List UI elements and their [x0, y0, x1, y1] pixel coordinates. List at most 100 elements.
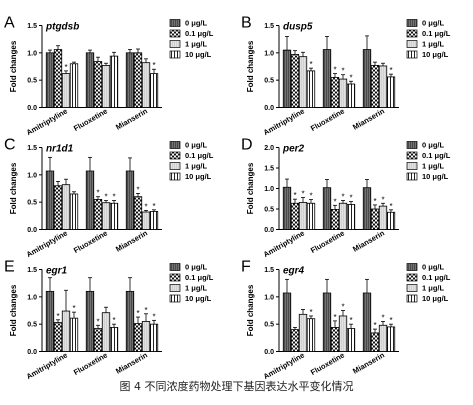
significance-mark: * — [349, 316, 352, 325]
legend-swatch — [406, 294, 418, 303]
bar — [338, 78, 348, 108]
bar — [330, 327, 340, 352]
x-tick-label: Fluoxetine — [72, 228, 109, 255]
bar — [378, 324, 388, 352]
legend-swatch — [169, 172, 181, 181]
bar — [45, 52, 55, 108]
bar — [93, 61, 103, 108]
significance-mark: * — [309, 308, 312, 317]
bar — [322, 49, 332, 108]
significance-mark: * — [309, 192, 312, 201]
legend-swatch — [169, 294, 181, 303]
bar — [362, 187, 372, 230]
bar — [386, 76, 396, 108]
bar — [141, 321, 151, 352]
bar — [306, 70, 316, 108]
bar — [362, 49, 372, 108]
significance-mark: * — [349, 73, 352, 82]
y-tick-label: 1.0 — [27, 50, 37, 57]
bar — [298, 202, 308, 230]
bar — [93, 328, 103, 352]
legend-label: 0.1 μg/L — [422, 273, 451, 282]
x-tick-label: Fluoxetine — [72, 106, 109, 133]
bar — [378, 65, 388, 108]
significance-mark: * — [144, 202, 147, 211]
significance-mark: * — [389, 66, 392, 75]
y-tick-label: 0.5 — [264, 207, 274, 214]
bar — [125, 290, 135, 352]
significance-mark: * — [333, 66, 336, 75]
legend-swatch — [169, 19, 181, 27]
panel-letter: A — [4, 15, 15, 32]
legend-label: 1 μg/L — [422, 40, 445, 49]
bar — [290, 54, 300, 108]
bar — [45, 170, 55, 230]
y-tick-label: 0.0 — [27, 349, 37, 356]
x-tick-label: Fluoxetine — [72, 350, 109, 377]
x-tick-label: Mianserin — [351, 350, 386, 376]
bar — [338, 315, 348, 352]
significance-mark: * — [349, 194, 352, 203]
y-tick-label: 1.5 — [264, 267, 274, 274]
gene-title: egr4 — [283, 266, 305, 277]
bar — [109, 55, 119, 108]
bar — [61, 310, 71, 352]
y-axis-label: Fold changes — [9, 162, 18, 214]
bar — [290, 202, 300, 230]
significance-mark: * — [333, 313, 336, 322]
bar — [85, 52, 95, 108]
legend-label: 0 μg/L — [422, 19, 445, 28]
legend-swatch — [406, 40, 418, 48]
bar — [346, 204, 356, 230]
x-tick-label: Fluoxetine — [309, 350, 346, 377]
panel-letter: B — [241, 15, 252, 32]
significance-mark: * — [112, 316, 115, 325]
y-tick-label: 0.5 — [264, 322, 274, 329]
gene-title: egr1 — [46, 266, 68, 277]
significance-mark: * — [136, 309, 139, 318]
bar — [338, 202, 348, 230]
x-tick-label: Mianserin — [114, 228, 149, 254]
bar — [306, 318, 316, 352]
gene-title: nr1d1 — [46, 144, 74, 155]
gene-title: per2 — [282, 144, 305, 155]
legend-swatch — [406, 263, 418, 271]
y-tick-label: 1.5 — [264, 166, 274, 173]
bar — [282, 292, 292, 352]
bar — [378, 205, 388, 230]
y-tick-label: 1.0 — [264, 50, 274, 57]
panel-letter: E — [4, 259, 15, 276]
bar — [149, 73, 159, 108]
bar — [109, 327, 119, 352]
bar — [298, 56, 308, 108]
significance-mark: * — [389, 202, 392, 211]
bar — [362, 292, 372, 352]
y-tick-label: 1.5 — [27, 145, 37, 152]
legend-label: 1 μg/L — [422, 284, 445, 293]
figure-caption: 图 4 不同浓度药物处理下基因表达水平变化情况 — [119, 380, 354, 393]
bar — [346, 83, 356, 108]
legend-swatch — [406, 29, 418, 38]
y-tick-label: 0.0 — [264, 105, 274, 112]
significance-mark: * — [96, 189, 99, 198]
y-tick-label: 0.5 — [27, 322, 37, 329]
significance-mark: * — [293, 191, 296, 200]
legend-swatch — [406, 50, 418, 59]
bar — [101, 202, 111, 230]
bar — [53, 185, 63, 230]
y-axis-label: Fold changes — [9, 284, 18, 336]
bar — [322, 292, 332, 352]
significance-mark: * — [381, 313, 384, 322]
bar — [133, 52, 143, 108]
bar — [370, 208, 380, 230]
significance-mark: * — [373, 321, 376, 330]
y-tick-label: 2.0 — [264, 145, 274, 152]
bar — [386, 326, 396, 352]
legend-label: 0 μg/L — [422, 263, 445, 272]
y-tick-label: 0.0 — [264, 349, 274, 356]
legend-swatch — [169, 151, 181, 160]
x-tick-label: Fluoxetine — [309, 228, 346, 255]
